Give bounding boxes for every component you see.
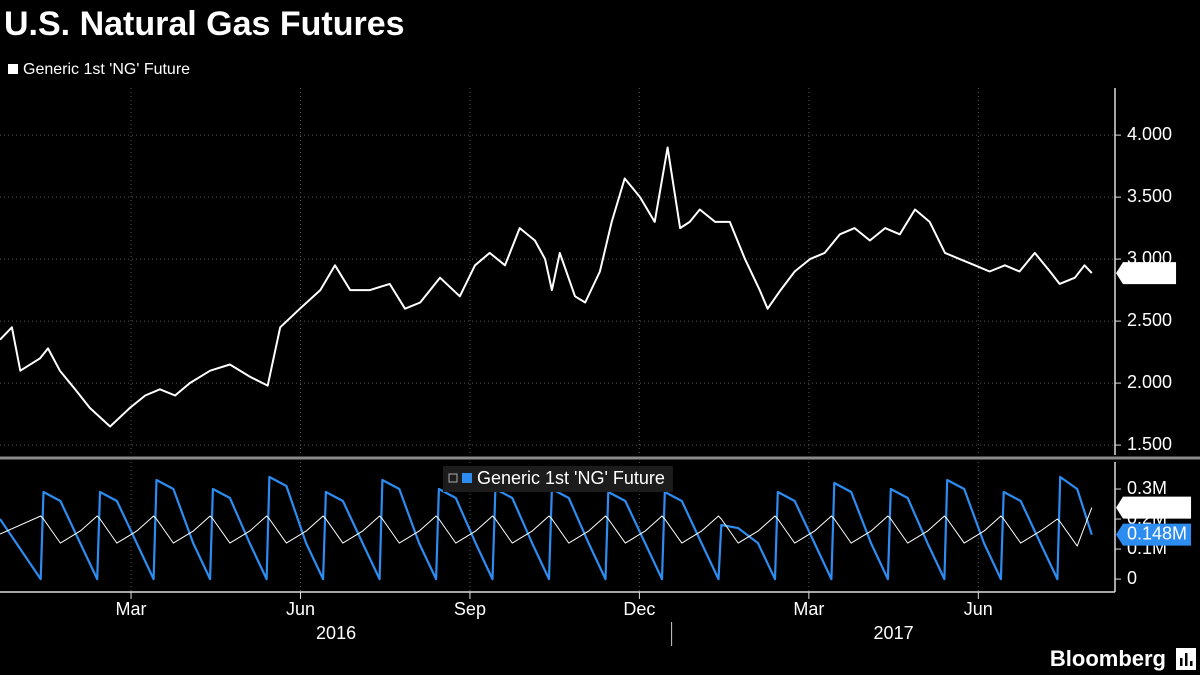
x-tick-label: Jun xyxy=(286,599,315,619)
y-tick-label: 2.000 xyxy=(1127,372,1172,392)
y-tick-label: 4.000 xyxy=(1127,124,1172,144)
value-box xyxy=(1116,262,1177,285)
y-tick-label: 2.500 xyxy=(1127,310,1172,330)
year-label: 2017 xyxy=(874,623,914,643)
last-value-label: 0.238M xyxy=(1127,496,1187,516)
y-tick-label: 0.3M xyxy=(1127,478,1167,498)
logo-icon xyxy=(1176,648,1196,670)
year-label: 2016 xyxy=(316,623,356,643)
y-tick-label: 1.500 xyxy=(1127,434,1172,454)
last-value-label: 2.887 xyxy=(1127,262,1172,282)
footer-logo: Bloomberg xyxy=(1050,646,1166,671)
legend-swatch xyxy=(8,64,18,74)
legend: Generic 1st 'NG' Future xyxy=(443,466,673,492)
x-tick-label: Dec xyxy=(623,599,655,619)
chart-title: U.S. Natural Gas Futures xyxy=(4,5,405,43)
legend-swatch xyxy=(462,473,472,483)
y-tick-label: 3.500 xyxy=(1127,186,1172,206)
last-value: 2.887 xyxy=(1116,262,1177,285)
x-tick-label: Jun xyxy=(964,599,993,619)
data-line xyxy=(0,475,1093,581)
data-line xyxy=(0,507,1093,547)
legend-background xyxy=(443,466,673,492)
last-value: 0.148M xyxy=(1116,523,1192,546)
x-tick-label: Sep xyxy=(454,599,486,619)
data-line xyxy=(0,146,1093,428)
legend-label: Generic 1st 'NG' Future xyxy=(23,61,190,78)
legend-label: Generic 1st 'NG' Future xyxy=(477,468,665,488)
legend-icon xyxy=(448,473,458,483)
y-tick-label: 0 xyxy=(1127,568,1137,588)
last-value: 0.238M xyxy=(1116,496,1192,519)
last-value-label: 0.148M xyxy=(1127,523,1187,543)
value-box xyxy=(1116,496,1192,519)
x-tick-label: Mar xyxy=(116,599,147,619)
value-box xyxy=(1116,523,1192,546)
x-tick-label: Mar xyxy=(793,599,824,619)
